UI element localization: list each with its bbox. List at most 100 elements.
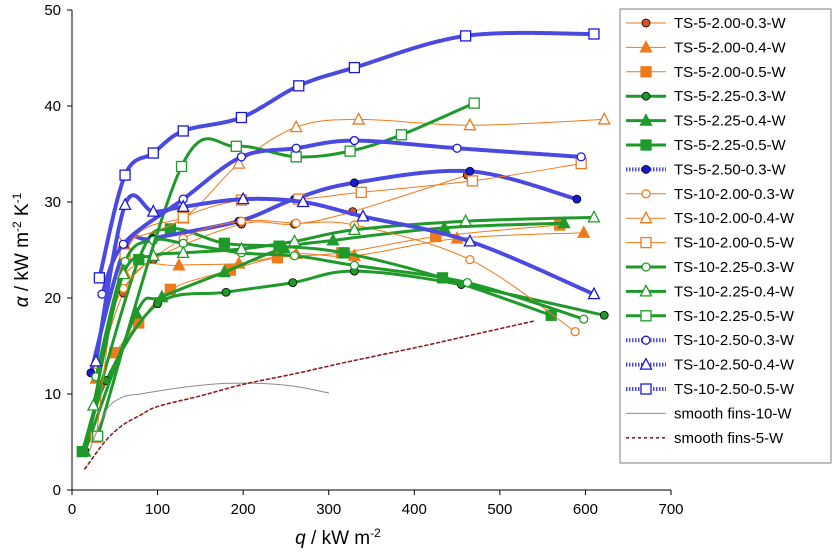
legend-marker <box>639 357 653 370</box>
legend-marker <box>641 262 651 272</box>
x-tick-label: 0 <box>68 501 76 518</box>
data-point <box>545 309 557 321</box>
legend-marker <box>639 283 653 297</box>
data-point <box>176 199 190 212</box>
data-point <box>236 191 250 205</box>
data-point <box>347 222 361 235</box>
data-point <box>572 194 582 204</box>
legend-marker <box>639 39 653 53</box>
x-tick-label: 500 <box>487 501 512 518</box>
legend-label: TS-5-2.00-0.5-W <box>674 64 787 81</box>
data-point <box>352 112 366 125</box>
legend-item: TS-5-2.00-0.3-W <box>626 15 787 32</box>
legend-label: TS-10-2.25-0.5-W <box>674 308 795 325</box>
legend-item: smooth fins-5-W <box>626 430 784 447</box>
data-point <box>599 310 609 320</box>
data-point <box>463 233 477 247</box>
legend-label: TS-10-2.00-0.5-W <box>674 235 795 252</box>
data-point <box>576 152 586 162</box>
y-tick-label: 40 <box>44 98 61 115</box>
data-point <box>147 147 159 159</box>
data-point <box>465 166 475 176</box>
legend-label: smooth fins-10-W <box>674 405 792 422</box>
data-point <box>93 272 106 284</box>
legend-item: TS-10-2.25-0.3-W <box>626 259 795 276</box>
data-point <box>218 237 230 249</box>
data-point <box>326 232 340 246</box>
series-line <box>84 320 535 470</box>
legend-marker <box>639 210 653 224</box>
data-point <box>235 111 248 124</box>
data-point <box>344 145 356 157</box>
data-point <box>465 254 475 265</box>
data-point <box>217 264 231 278</box>
data-point <box>116 266 130 280</box>
legend-item: TS-10-2.00-0.4-W <box>626 210 795 227</box>
data-point <box>175 160 188 173</box>
legend-item: TS-5-2.50-0.3-W <box>626 161 787 178</box>
legend-item: TS-5-2.25-0.4-W <box>626 113 787 130</box>
data-point <box>230 140 242 152</box>
legend-marker <box>641 189 651 199</box>
data-point <box>587 286 601 300</box>
series-line <box>94 237 586 379</box>
y-tick-label: 10 <box>44 386 61 403</box>
data-point <box>462 277 472 288</box>
legend-item: TS-10-2.00-0.5-W <box>626 235 795 252</box>
legend-marker <box>641 91 651 101</box>
series-line <box>91 215 596 407</box>
legend-marker <box>640 66 652 78</box>
legend-label: TS-10-2.00-0.3-W <box>674 186 795 203</box>
x-tick-label: 300 <box>316 501 341 518</box>
data-point <box>463 117 477 131</box>
data-point <box>395 129 408 141</box>
data-point <box>119 169 131 181</box>
legend-label: smooth fins-5-W <box>674 430 784 447</box>
data-point <box>287 233 302 247</box>
legend-item: smooth fins-10-W <box>626 405 792 422</box>
data-point <box>232 156 246 169</box>
data-point <box>296 194 310 208</box>
series-16 <box>88 382 330 453</box>
legend-marker <box>641 164 651 174</box>
legend-label: TS-10-2.00-0.4-W <box>674 210 795 227</box>
legend-box <box>619 8 832 464</box>
data-point <box>355 186 367 199</box>
data-point <box>176 245 190 259</box>
series-15 <box>93 28 600 284</box>
legend-marker <box>640 383 652 395</box>
legend-label: TS-5-2.25-0.4-W <box>674 113 787 130</box>
data-point <box>338 247 350 259</box>
data-point <box>348 61 361 74</box>
data-point <box>466 175 479 187</box>
legend-marker <box>641 335 651 345</box>
y-tick-label: 0 <box>53 482 61 499</box>
data-point <box>289 251 300 261</box>
data-point <box>452 143 462 153</box>
x-tick-label: 200 <box>231 501 256 518</box>
legend-label: TS-5-2.00-0.3-W <box>674 15 787 32</box>
legend-item: TS-10-2.25-0.4-W <box>626 283 795 300</box>
legend-marker <box>641 18 651 28</box>
legend-label: TS-5-2.00-0.4-W <box>674 39 787 56</box>
data-point <box>459 213 473 227</box>
ticks: 0 100 200 300 400 500 600 700 0 10 20 30 40 50 <box>44 2 683 518</box>
x-axis-title: q / kW m-2 <box>295 526 381 549</box>
legend-label: TS-10-2.50-0.4-W <box>674 357 795 374</box>
x-tick-label: 600 <box>573 501 598 518</box>
legend-label: TS-5-2.50-0.3-W <box>674 161 787 178</box>
data-point <box>234 241 249 255</box>
data-point <box>177 125 189 137</box>
data-point <box>291 218 301 228</box>
legend-label: TS-10-2.25-0.4-W <box>674 283 795 300</box>
data-point <box>587 209 601 223</box>
data-point <box>86 398 100 411</box>
legend-label: TS-10-2.50-0.5-W <box>674 381 795 398</box>
x-tick-label: 700 <box>658 501 683 518</box>
legend-item: TS-10-2.50-0.4-W <box>626 357 795 374</box>
data-point <box>288 278 298 288</box>
legend-label: TS-5-2.25-0.3-W <box>674 88 787 105</box>
data-point <box>291 143 301 153</box>
data-point <box>293 80 305 92</box>
